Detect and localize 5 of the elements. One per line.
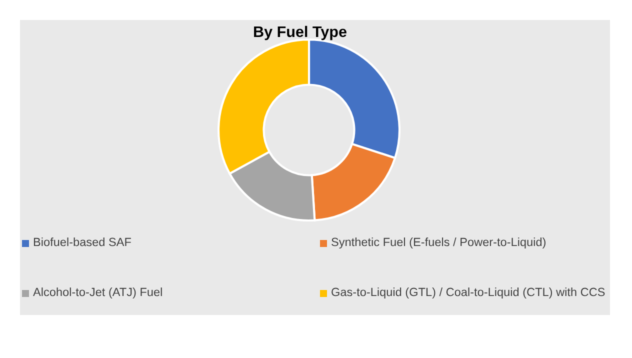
legend-label: Alcohol-to-Jet (ATJ) Fuel [33,287,162,298]
chart-title: By Fuel Type [254,26,346,40]
legend-label: Gas-to-Liquid (GTL) / Coal-to-Liquid (CTL) with CCS [332,287,605,298]
legend-label: Synthetic Fuel (E-fuels / Power-to-Liquid) [332,237,546,248]
legend-label: Biofuel-based SAF [34,237,131,246]
